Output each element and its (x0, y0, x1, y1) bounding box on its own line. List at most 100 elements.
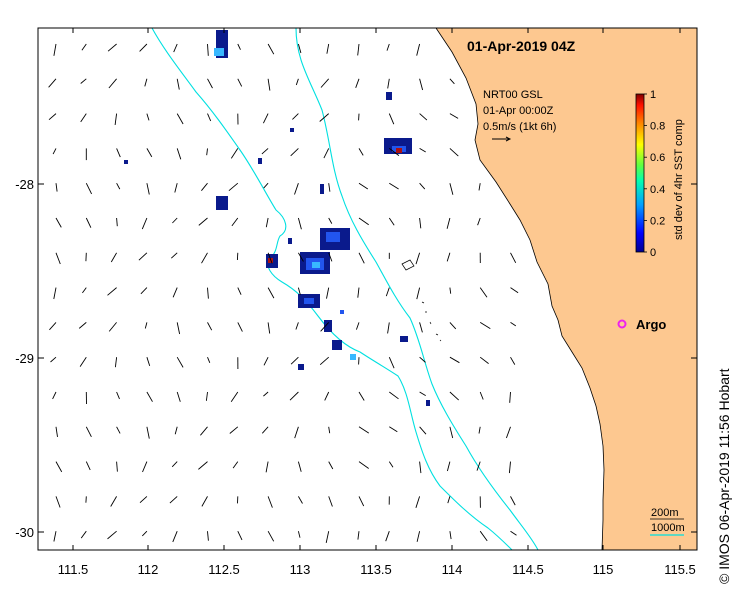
current-vector (320, 322, 330, 332)
current-vector (53, 43, 57, 56)
current-vector (416, 43, 421, 56)
current-vector (263, 182, 269, 189)
argo-float[interactable]: Argo (617, 317, 667, 332)
current-vector (207, 113, 212, 122)
contour-legend-1000m: 1000m (651, 522, 685, 534)
current-vector (419, 461, 422, 474)
sst-pixel (320, 184, 324, 194)
imos-credit: © IMOS 06-Apr-2019 11:56 Hobart (716, 368, 732, 585)
x-axis: 111.5 112 112.5 113 113.5 114 114.5 115 115.5 (58, 28, 696, 577)
current-vector (146, 426, 150, 439)
current-vector (449, 287, 452, 294)
scale-arrowhead (505, 136, 512, 142)
current-vector (325, 531, 330, 543)
colorbar-tick-label: 0 (650, 247, 656, 259)
bathymetry-contours (151, 27, 539, 551)
colorbar-tick-label: 0.4 (650, 184, 665, 196)
current-vector (205, 391, 208, 401)
current-vector (174, 426, 178, 435)
current-vector (267, 287, 275, 299)
current-vector (52, 391, 57, 400)
current-vector (479, 391, 484, 400)
current-vector (357, 531, 360, 540)
current-vector (201, 182, 208, 191)
sst-pixel (290, 128, 294, 132)
current-vector (357, 287, 360, 298)
current-vector (295, 322, 299, 330)
current-vector (55, 183, 58, 192)
current-vector (107, 287, 117, 296)
plot-frame (37, 27, 698, 551)
current-vector (265, 217, 269, 228)
current-vector (81, 43, 87, 51)
current-vector (328, 496, 333, 507)
current-vector (116, 426, 121, 434)
colorbar: 0 0.2 0.4 0.6 0.8 1 std dev of 4hr SST comp (635, 89, 685, 259)
current-vector (173, 43, 178, 53)
current-vector (140, 287, 148, 295)
y-tick-label: -28 (15, 177, 34, 192)
current-vector (265, 461, 269, 473)
current-vector (207, 287, 209, 299)
current-vector (328, 183, 331, 192)
current-vector (446, 461, 451, 472)
sst-pixel (124, 160, 128, 164)
current-vector (385, 531, 390, 542)
current-vector (139, 43, 148, 52)
current-vector (297, 43, 302, 54)
current-vector (505, 426, 511, 439)
current-vector (79, 356, 87, 367)
current-vector (237, 531, 243, 541)
current-vector (262, 113, 269, 124)
current-vector (419, 182, 426, 190)
colorbar-tick-label: 0.2 (650, 215, 665, 227)
current-vector (198, 217, 208, 226)
current-vector (298, 496, 303, 504)
current-vector (85, 183, 93, 195)
current-vector (389, 148, 400, 156)
current-vector (237, 322, 243, 332)
current-vector (388, 113, 395, 125)
current-vector (201, 252, 208, 264)
current-vector (508, 461, 511, 474)
x-tick-label: 115.5 (664, 562, 696, 577)
current-vector (419, 148, 426, 153)
current-vector (510, 496, 516, 506)
current-vector (206, 148, 208, 156)
current-vector (447, 496, 451, 504)
current-vector (176, 113, 184, 125)
current-vector (207, 322, 213, 331)
current-vector (261, 148, 269, 155)
current-vector (107, 43, 117, 52)
current-vector (419, 322, 423, 333)
current-vector (294, 426, 299, 439)
argo-marker-icon[interactable] (617, 319, 627, 329)
current-vector (107, 530, 117, 540)
colorbar-tick-label: 1 (650, 89, 656, 101)
sst-pixel (400, 336, 408, 342)
current-vector (294, 183, 299, 195)
current-vector (510, 530, 517, 536)
sst-pixel (312, 262, 320, 268)
current-vector (48, 78, 57, 88)
current-vector (449, 391, 460, 401)
current-vector (297, 531, 301, 538)
current-vector (116, 217, 118, 227)
current-vector (449, 322, 457, 330)
current-vector (139, 496, 148, 504)
current-vector (48, 113, 57, 121)
current-vector (261, 426, 269, 434)
sst-pixel (386, 92, 392, 100)
current-vector (85, 217, 92, 228)
current-vector (419, 78, 424, 91)
current-vector (138, 252, 148, 261)
current-vector (387, 322, 390, 334)
current-vector (320, 78, 330, 88)
current-vector (267, 530, 275, 542)
current-vector (358, 391, 365, 401)
current-vector (355, 78, 360, 88)
current-vector (80, 530, 87, 539)
current-vector (449, 183, 454, 195)
current-vector (446, 252, 451, 262)
current-vector (297, 217, 302, 230)
